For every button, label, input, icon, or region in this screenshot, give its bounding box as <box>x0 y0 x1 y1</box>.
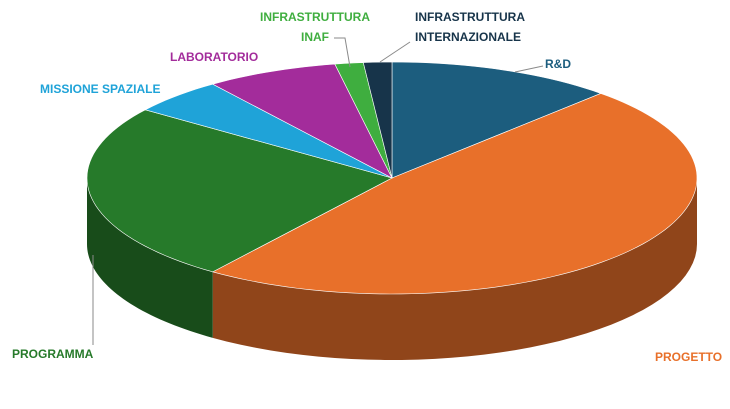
pie-slice <box>211 93 698 295</box>
slice-label: INFRASTRUTTURA INTERNAZIONALE <box>415 10 525 44</box>
slice-label: INFRASTRUTTURA INAF <box>260 10 370 44</box>
pie-slice <box>362 61 393 179</box>
leader-line <box>514 65 544 73</box>
slice-label: R&D <box>545 57 571 71</box>
pie-side <box>87 178 213 338</box>
pie-slice <box>391 61 602 179</box>
pie-slice <box>144 83 393 179</box>
leader-line <box>334 37 351 68</box>
slice-label: PROGETTO <box>655 350 722 364</box>
leader-line <box>379 41 411 63</box>
slice-label: PROGRAMMA <box>12 347 94 361</box>
pie-slice <box>211 63 393 179</box>
pie-slice <box>86 109 393 273</box>
slice-label: MISSIONE SPAZIALE <box>40 82 160 96</box>
pie-side <box>212 178 697 360</box>
slice-label: LABORATORIO <box>170 50 258 64</box>
